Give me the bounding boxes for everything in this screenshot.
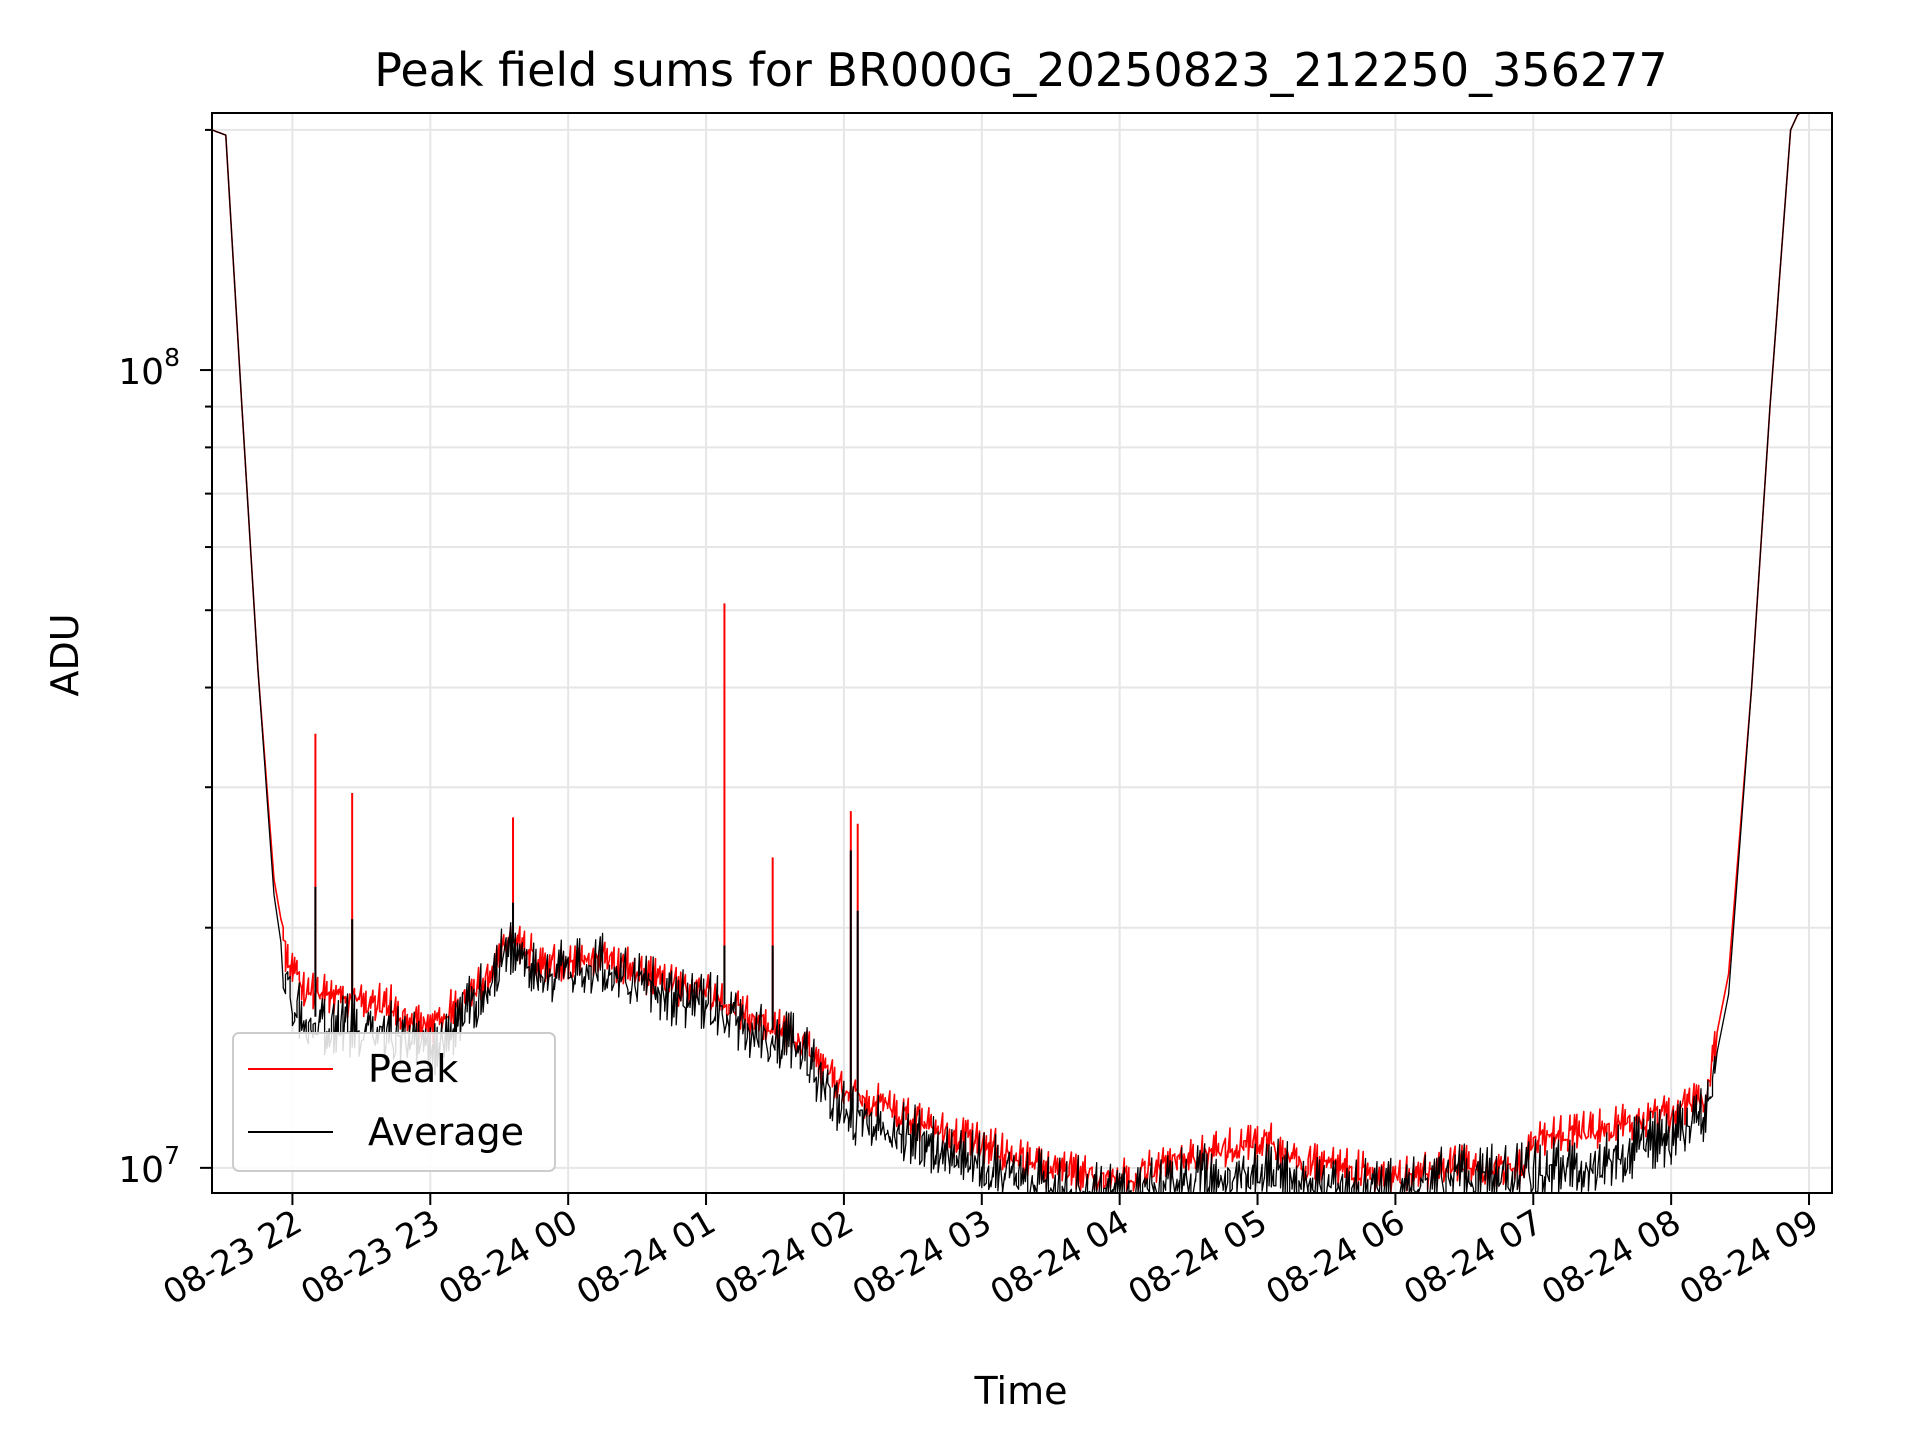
y-tick-label-exponent: 8 xyxy=(164,343,180,372)
y-tick-label-base: 10 xyxy=(118,1150,164,1191)
legend: Peak Average xyxy=(232,1032,556,1172)
legend-label-peak: Peak xyxy=(368,1047,458,1091)
y-axis-label: ADU xyxy=(43,613,87,696)
y-tick-label: 107 xyxy=(118,1141,180,1191)
legend-label-average: Average xyxy=(368,1110,524,1154)
x-axis-label: Time xyxy=(974,1369,1068,1413)
grid xyxy=(212,113,1832,1193)
y-tick-label: 108 xyxy=(118,343,180,393)
legend-box xyxy=(232,1032,556,1172)
y-tick-label-base: 10 xyxy=(118,352,164,393)
chart-title: Peak field sums for BR000G_20250823_2122… xyxy=(374,43,1667,97)
plot-area xyxy=(211,112,1803,1194)
series-line-peak xyxy=(211,112,1803,1194)
y-tick-label-exponent: 7 xyxy=(164,1141,180,1170)
series-line-average xyxy=(211,112,1803,1194)
plot-frame xyxy=(211,112,1833,1194)
